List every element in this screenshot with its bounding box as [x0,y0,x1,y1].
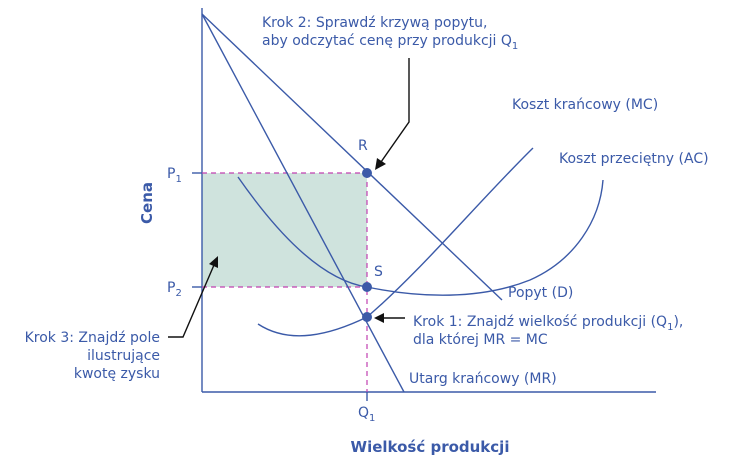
marginal-revenue-label: Utarg krańcowy (MR) [409,371,557,387]
point-r-label: R [358,138,368,154]
point-r [362,168,372,178]
profit-area [202,173,367,287]
demand-curve [201,13,503,301]
step1-arrowhead [374,313,384,323]
step3-line1: Krok 3: Znajdź pole [25,330,160,346]
marginal-cost-label: Koszt krańcowy (MC) [512,97,658,113]
quantity-label: Q1 [358,405,375,424]
marginal-revenue-curve [201,13,405,393]
average-cost-curve [237,176,604,296]
demand-label: Popyt (D) [508,285,573,301]
step2-line1: Krok 2: Sprawdź krzywą popytu, [262,15,487,31]
average-cost-label: Koszt przeciętny (AC) [559,151,709,167]
x-axis-title: Wielkość produkcji [351,438,510,456]
step1-line1: Krok 1: Znajdź wielkość produkcji (Q1), [413,314,683,333]
step3-arrowhead [209,256,218,268]
step1-line2: dla której MR = MC [413,332,548,348]
step2-line2: aby odczytać cenę przy produkcji Q1 [262,33,518,52]
point-mr-mc [362,312,372,322]
price-low-label: P2 [167,280,182,299]
price-high-label: P1 [167,166,182,185]
point-s [362,282,372,292]
step2-arrowhead [375,158,386,170]
step3-line3: kwotę zysku [74,366,160,382]
step3-line2: ilustrujące [87,348,160,364]
point-s-label: S [374,264,383,280]
step3-arrow [168,264,215,338]
marginal-cost-curve [257,147,534,337]
step2-arrow [380,58,410,163]
y-axis-title: Cena [138,182,156,224]
